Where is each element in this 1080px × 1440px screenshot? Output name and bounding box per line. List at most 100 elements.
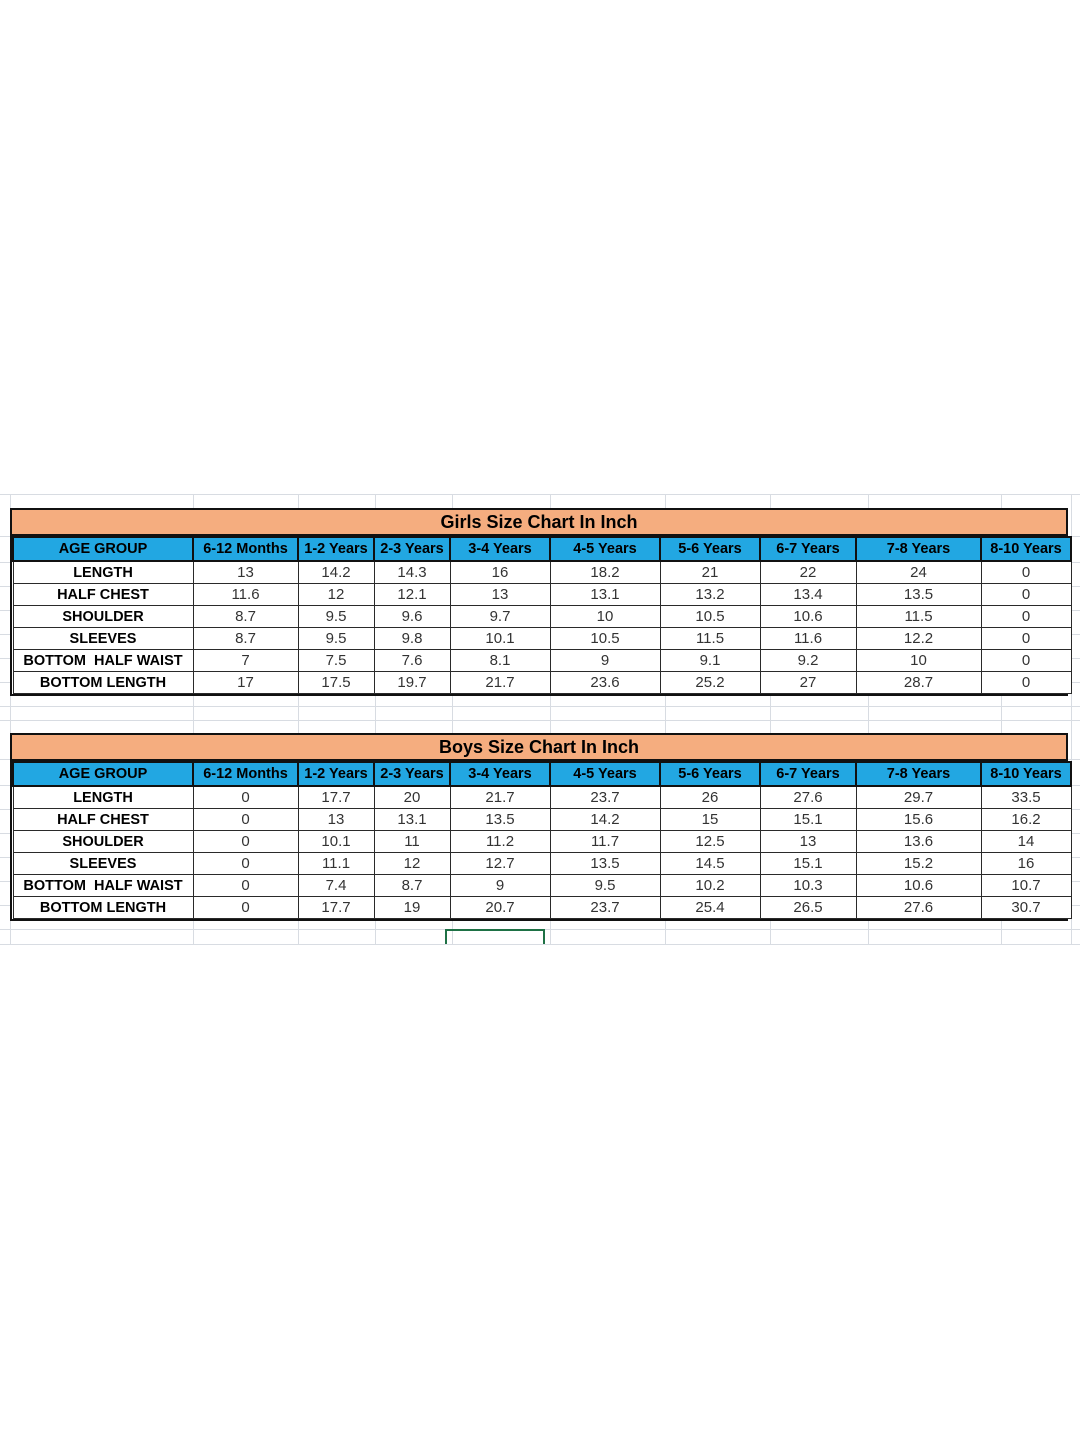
value-cell[interactable]: 14.2 [297, 560, 375, 584]
value-cell[interactable]: 10.3 [759, 874, 857, 897]
value-cell[interactable]: 21.7 [449, 671, 551, 694]
value-cell[interactable]: 13 [759, 830, 857, 853]
value-cell[interactable]: 9.5 [297, 605, 375, 628]
value-cell[interactable]: 0 [192, 874, 299, 897]
age-header-cell[interactable]: 6-7 Years [759, 761, 857, 787]
value-cell[interactable]: 8.7 [192, 605, 299, 628]
value-cell[interactable]: 20.7 [449, 896, 551, 919]
value-cell[interactable]: 9.2 [759, 649, 857, 672]
value-cell[interactable]: 10.7 [980, 874, 1072, 897]
age-header-cell[interactable]: 4-5 Years [549, 761, 661, 787]
value-cell[interactable]: 17.5 [297, 671, 375, 694]
active-cell-selection[interactable] [445, 929, 545, 944]
value-cell[interactable]: 26 [659, 785, 761, 809]
value-cell[interactable]: 13.6 [855, 830, 982, 853]
value-cell[interactable]: 28.7 [855, 671, 982, 694]
row-label-cell[interactable]: HALF CHEST [12, 808, 194, 831]
value-cell[interactable]: 0 [192, 785, 299, 809]
value-cell[interactable]: 22 [759, 560, 857, 584]
value-cell[interactable]: 20 [373, 785, 451, 809]
value-cell[interactable]: 26.5 [759, 896, 857, 919]
value-cell[interactable]: 7 [192, 649, 299, 672]
value-cell[interactable]: 0 [980, 583, 1072, 606]
age-header-cell[interactable]: 6-12 Months [192, 761, 299, 787]
value-cell[interactable]: 0 [980, 627, 1072, 650]
value-cell[interactable]: 0 [192, 896, 299, 919]
row-label-cell[interactable]: SHOULDER [12, 605, 194, 628]
value-cell[interactable]: 12 [373, 852, 451, 875]
value-cell[interactable]: 11 [373, 830, 451, 853]
value-cell[interactable]: 11.6 [192, 583, 299, 606]
value-cell[interactable]: 21 [659, 560, 761, 584]
table-title[interactable]: Boys Size Chart In Inch [12, 735, 1066, 761]
row-label-cell[interactable]: HALF CHEST [12, 583, 194, 606]
value-cell[interactable]: 7.4 [297, 874, 375, 897]
row-label-cell[interactable]: LENGTH [12, 785, 194, 809]
age-header-cell[interactable]: 5-6 Years [659, 761, 761, 787]
row-label-cell[interactable]: BOTTOM LENGTH [12, 671, 194, 694]
value-cell[interactable]: 10.6 [855, 874, 982, 897]
value-cell[interactable]: 10.1 [449, 627, 551, 650]
age-header-cell[interactable]: 5-6 Years [659, 536, 761, 562]
value-cell[interactable]: 9.7 [449, 605, 551, 628]
value-cell[interactable]: 16 [980, 852, 1072, 875]
value-cell[interactable]: 27.6 [759, 785, 857, 809]
value-cell[interactable]: 9.1 [659, 649, 761, 672]
value-cell[interactable]: 13.4 [759, 583, 857, 606]
value-cell[interactable]: 27 [759, 671, 857, 694]
value-cell[interactable]: 15.1 [759, 808, 857, 831]
value-cell[interactable]: 13 [449, 583, 551, 606]
value-cell[interactable]: 0 [980, 560, 1072, 584]
age-header-cell[interactable]: 6-7 Years [759, 536, 857, 562]
age-header-cell[interactable]: 3-4 Years [449, 536, 551, 562]
value-cell[interactable]: 10.5 [659, 605, 761, 628]
value-cell[interactable]: 23.7 [549, 785, 661, 809]
age-header-cell[interactable]: 7-8 Years [855, 536, 982, 562]
value-cell[interactable]: 25.2 [659, 671, 761, 694]
value-cell[interactable]: 11.1 [297, 852, 375, 875]
value-cell[interactable]: 29.7 [855, 785, 982, 809]
row-label-cell[interactable]: SHOULDER [12, 830, 194, 853]
value-cell[interactable]: 14.3 [373, 560, 451, 584]
value-cell[interactable]: 9 [549, 649, 661, 672]
age-header-cell[interactable]: 7-8 Years [855, 761, 982, 787]
age-header-cell[interactable]: 6-12 Months [192, 536, 299, 562]
value-cell[interactable]: 27.6 [855, 896, 982, 919]
value-cell[interactable]: 33.5 [980, 785, 1072, 809]
value-cell[interactable]: 25.4 [659, 896, 761, 919]
age-header-cell[interactable]: 1-2 Years [297, 761, 375, 787]
row-label-cell[interactable]: SLEEVES [12, 852, 194, 875]
value-cell[interactable]: 17 [192, 671, 299, 694]
value-cell[interactable]: 11.2 [449, 830, 551, 853]
value-cell[interactable]: 12.7 [449, 852, 551, 875]
age-header-cell[interactable]: 3-4 Years [449, 761, 551, 787]
value-cell[interactable]: 12.2 [855, 627, 982, 650]
value-cell[interactable]: 7.6 [373, 649, 451, 672]
value-cell[interactable]: 12 [297, 583, 375, 606]
age-header-cell[interactable]: 8-10 Years [980, 536, 1072, 562]
value-cell[interactable]: 10.1 [297, 830, 375, 853]
age-header-cell[interactable]: 2-3 Years [373, 761, 451, 787]
age-group-header-cell[interactable]: AGE GROUP [12, 761, 194, 787]
value-cell[interactable]: 13.1 [373, 808, 451, 831]
value-cell[interactable]: 13.5 [449, 808, 551, 831]
value-cell[interactable]: 19 [373, 896, 451, 919]
value-cell[interactable]: 9.6 [373, 605, 451, 628]
age-header-cell[interactable]: 8-10 Years [980, 761, 1072, 787]
age-header-cell[interactable]: 4-5 Years [549, 536, 661, 562]
age-header-cell[interactable]: 2-3 Years [373, 536, 451, 562]
value-cell[interactable]: 21.7 [449, 785, 551, 809]
value-cell[interactable]: 7.5 [297, 649, 375, 672]
value-cell[interactable]: 13.5 [855, 583, 982, 606]
value-cell[interactable]: 16.2 [980, 808, 1072, 831]
value-cell[interactable]: 9.5 [549, 874, 661, 897]
value-cell[interactable]: 10.6 [759, 605, 857, 628]
value-cell[interactable]: 8.7 [192, 627, 299, 650]
value-cell[interactable]: 10.5 [549, 627, 661, 650]
value-cell[interactable]: 10.2 [659, 874, 761, 897]
row-label-cell[interactable]: LENGTH [12, 560, 194, 584]
value-cell[interactable]: 17.7 [297, 896, 375, 919]
value-cell[interactable]: 13 [192, 560, 299, 584]
value-cell[interactable]: 15.6 [855, 808, 982, 831]
value-cell[interactable]: 13.2 [659, 583, 761, 606]
